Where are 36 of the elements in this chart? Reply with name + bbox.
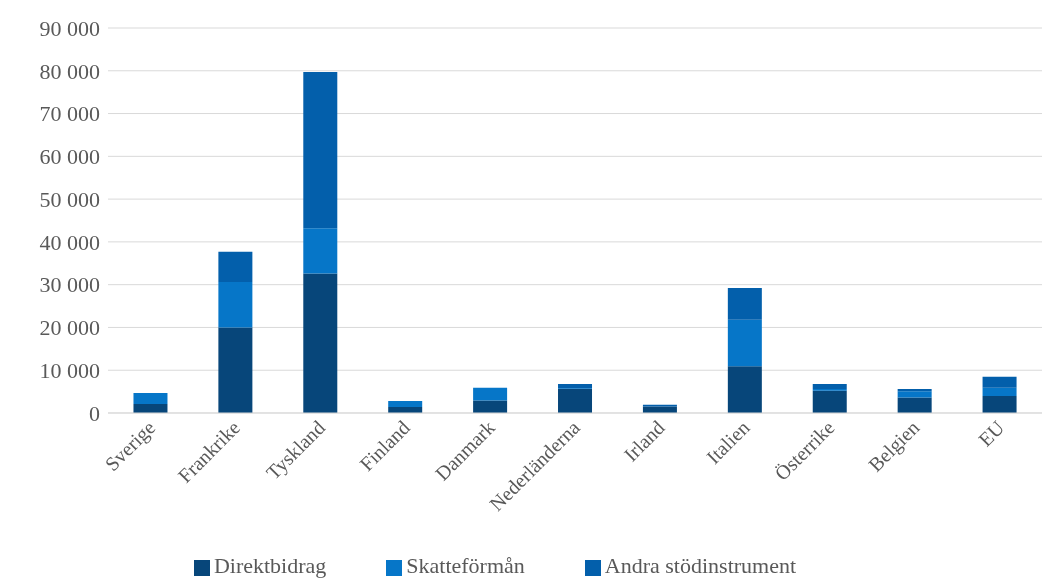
bar — [982, 376, 1017, 388]
bar — [982, 387, 1017, 396]
y-tick-label: 70 000 — [39, 101, 100, 127]
legend-label: Direktbidrag — [213, 553, 327, 578]
legend-label: Andra stödinstrument — [604, 553, 797, 578]
bar — [218, 327, 253, 413]
legend-label: Skatteförmån — [406, 553, 525, 578]
bar — [218, 251, 253, 283]
y-tick-label: 80 000 — [39, 58, 100, 84]
y-tick-label: 10 000 — [39, 358, 100, 384]
bar — [897, 391, 932, 398]
x-tick-label: EU — [973, 415, 1009, 451]
bar — [727, 288, 762, 320]
bar — [727, 319, 762, 367]
y-tick-label: 30 000 — [39, 272, 100, 298]
bar — [558, 389, 593, 413]
bar — [897, 389, 932, 392]
y-tick-label: 40 000 — [39, 229, 100, 255]
bar — [303, 228, 338, 274]
bar — [982, 395, 1017, 413]
bar — [303, 72, 338, 229]
bar — [558, 383, 593, 389]
bar — [812, 390, 847, 413]
y-tick-label: 0 — [89, 400, 100, 426]
y-tick-label: 90 000 — [39, 15, 100, 41]
bar — [218, 282, 253, 328]
bar — [473, 387, 508, 401]
bar — [303, 273, 338, 413]
y-tick-label: 20 000 — [39, 315, 100, 341]
y-tick-label: 50 000 — [39, 186, 100, 212]
bar — [727, 366, 762, 413]
bar — [812, 383, 847, 390]
y-tick-label: 60 000 — [39, 144, 100, 170]
bar — [133, 392, 168, 405]
bar — [897, 397, 932, 413]
bar — [388, 401, 423, 408]
